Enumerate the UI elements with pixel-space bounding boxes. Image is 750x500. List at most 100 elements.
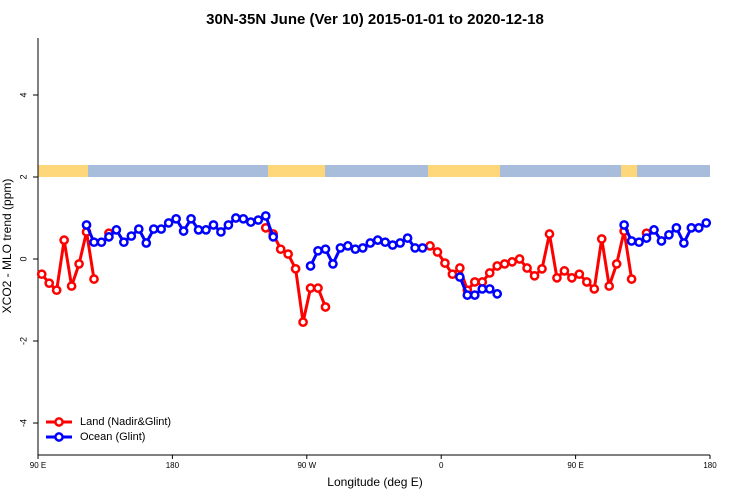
data-point — [604, 281, 615, 291]
data-point — [544, 229, 555, 239]
data-point — [455, 272, 465, 282]
data-point — [126, 231, 137, 241]
data-point — [89, 274, 99, 284]
data-point — [260, 211, 271, 221]
data-point — [148, 224, 159, 234]
data-point — [679, 238, 689, 248]
data-point — [492, 261, 503, 271]
data-point — [656, 236, 667, 246]
data-point — [395, 238, 405, 248]
y-tick-label: 2 — [18, 174, 28, 179]
data-point — [529, 270, 540, 281]
data-point — [357, 243, 368, 253]
data-point — [320, 302, 331, 312]
data-point — [567, 273, 577, 283]
data-point — [596, 234, 607, 244]
data-point — [537, 263, 547, 274]
data-point — [290, 263, 301, 274]
data-point — [36, 269, 47, 280]
data-point — [380, 237, 391, 248]
y-axis-label: XCO2 - MLO trend (ppm) — [0, 179, 14, 314]
data-point — [484, 268, 495, 278]
data-point — [201, 225, 211, 235]
data-point — [387, 240, 398, 250]
data-point — [313, 245, 323, 256]
data-point — [343, 241, 353, 251]
data-point — [499, 259, 510, 269]
x-tick-label: 180 — [703, 461, 717, 470]
data-point — [641, 233, 652, 243]
data-point — [365, 238, 376, 248]
data-point — [238, 213, 249, 224]
data-point — [111, 225, 122, 235]
chart-title: 30N-35N June (Ver 10) 2015-01-01 to 2020… — [206, 11, 544, 28]
y-tick-label: -4 — [18, 419, 28, 427]
y-tick-label: 4 — [18, 92, 28, 97]
data-point — [253, 215, 264, 225]
land-ocean-strip — [38, 165, 710, 177]
data-point — [66, 281, 77, 291]
data-point — [163, 218, 174, 228]
data-point — [59, 235, 69, 245]
legend-label: Land (Nadir&Glint) — [80, 416, 171, 428]
legend-marker — [54, 417, 64, 427]
data-point — [193, 225, 204, 235]
data-point — [626, 274, 637, 284]
data-point — [589, 284, 600, 294]
data-point — [507, 257, 517, 267]
data-point — [335, 243, 346, 253]
data-point — [171, 213, 181, 224]
data-point — [619, 220, 629, 230]
data-point — [693, 222, 704, 233]
data-point — [245, 217, 256, 227]
data-point — [119, 237, 129, 248]
data-point — [156, 224, 167, 234]
data-point — [469, 290, 480, 300]
data-point — [417, 243, 428, 253]
data-point — [671, 222, 682, 233]
legend-marker — [54, 432, 64, 442]
x-axis-label: Longitude (deg E) — [327, 475, 422, 489]
data-point — [581, 277, 592, 287]
data-point — [305, 261, 316, 271]
data-point — [96, 237, 107, 248]
data-point — [440, 258, 450, 268]
data-point — [313, 283, 323, 293]
data-point — [298, 317, 308, 328]
x-tick-label: 180 — [166, 461, 180, 470]
x-tick-label: 90 W — [297, 461, 316, 470]
data-point — [686, 222, 697, 233]
y-tick-label: 0 — [18, 256, 28, 261]
data-point — [432, 247, 443, 257]
data-point — [283, 249, 293, 259]
data-point — [492, 289, 503, 299]
data-point — [81, 220, 92, 230]
data-point — [664, 229, 674, 240]
data-point — [701, 218, 712, 228]
series-line — [264, 226, 327, 323]
data-point — [559, 266, 570, 276]
data-point — [320, 244, 331, 255]
x-tick-label: 0 — [439, 461, 444, 470]
data-point — [410, 243, 420, 253]
y-tick-label: -2 — [18, 337, 28, 345]
data-point — [522, 263, 532, 273]
data-point — [89, 237, 99, 248]
data-point — [44, 278, 55, 289]
data-point — [208, 220, 219, 230]
data-point — [447, 269, 458, 280]
x-tick-label: 90 E — [567, 461, 583, 470]
data-point — [305, 283, 316, 293]
data-point — [133, 224, 144, 234]
data-point — [372, 235, 383, 245]
data-point — [275, 244, 286, 255]
data-point — [178, 226, 189, 236]
data-point — [626, 236, 637, 246]
data-point — [268, 232, 279, 242]
data-point — [104, 232, 114, 242]
data-point — [649, 225, 659, 235]
data-point — [51, 285, 62, 296]
data-point — [477, 284, 488, 294]
data-point — [231, 213, 241, 223]
